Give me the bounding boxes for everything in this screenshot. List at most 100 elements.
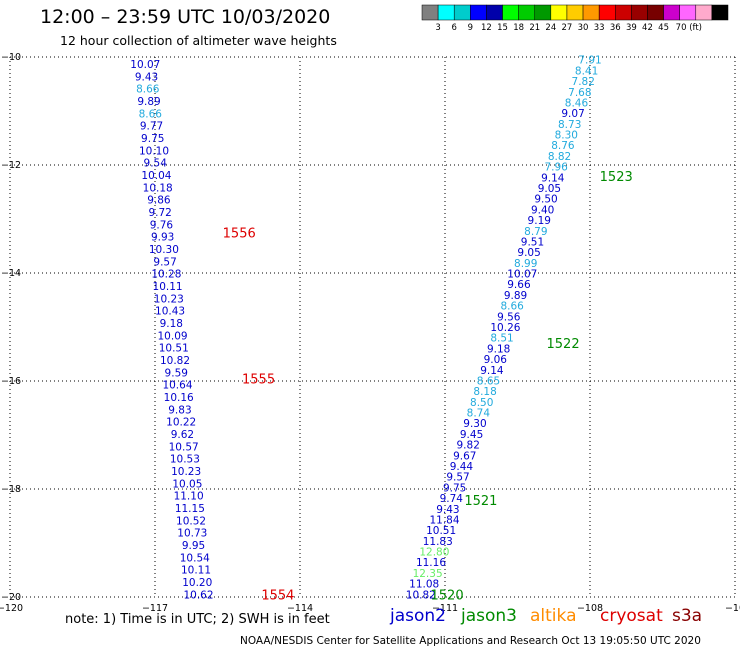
wave-height-value: 10.82: [160, 355, 190, 367]
wave-height-value: 10.22: [166, 417, 196, 429]
y-tick-label: −18: [1, 484, 21, 495]
wave-height-value: 8.74: [467, 408, 491, 420]
wave-height-value: 10.51: [426, 525, 456, 537]
x-tick-label: −108: [577, 603, 603, 614]
wave-height-value: 10.26: [490, 322, 520, 334]
colorbar-swatch: [437, 4, 455, 21]
wave-height-value: 10.10: [139, 145, 169, 157]
y-tick-label: −10: [1, 52, 21, 63]
wave-height-value: 10.23: [171, 466, 201, 478]
wave-height-value: 7.96: [544, 162, 568, 174]
y-tick-label: −20: [1, 592, 21, 603]
wave-height-value: 9.86: [147, 195, 171, 207]
colorbar-label: 3: [435, 23, 441, 33]
colorbar-label: 15: [497, 23, 508, 33]
x-tick-label: −114: [287, 603, 313, 614]
wave-height-value: 10.16: [164, 392, 194, 404]
wave-height-value: 8.73: [558, 119, 581, 131]
colorbar-swatch: [647, 4, 664, 21]
colorbar-label: 33: [593, 23, 605, 33]
wave-height-value: 10.04: [141, 170, 171, 182]
wave-height-value: 10.82: [406, 589, 436, 601]
wave-height-value: 8.50: [470, 397, 493, 409]
wave-height-value: 8.76: [551, 140, 575, 152]
colorbar-label: 6: [451, 23, 457, 33]
colorbar-label: 18: [513, 23, 525, 33]
wave-height-value: 9.56: [497, 311, 521, 323]
wave-height-value: 10.30: [149, 244, 179, 256]
colorbar-swatch: [711, 4, 729, 21]
colorbar-label: 12: [480, 23, 492, 33]
wave-height-value: 8.66: [139, 108, 163, 120]
wave-height-value: 10.51: [159, 343, 189, 355]
chart-title: 12:00 – 23:59 UTC 10/03/2020: [40, 6, 331, 28]
legend-s3a: s3a: [672, 606, 703, 626]
colorbar-swatch: [518, 4, 535, 21]
wave-height-value: 7.68: [568, 87, 591, 99]
pass-time-label: 1521: [464, 494, 497, 509]
wave-height-value: 10.57: [169, 441, 199, 453]
colorbar-swatch: [421, 4, 439, 21]
wave-height-value: 12.35: [413, 568, 443, 580]
wave-height-value: 9.06: [484, 354, 508, 366]
chart-subtitle: 12 hour collection of altimeter wave hei…: [60, 33, 337, 48]
wave-height-value: 9.19: [528, 215, 551, 227]
wave-height-value: 9.89: [137, 96, 160, 108]
wave-height-value: 9.05: [538, 183, 561, 195]
wave-height-value: 9.18: [160, 318, 183, 330]
colorbar-swatch: [679, 4, 697, 21]
wave-height-value: 10.20: [182, 577, 212, 589]
wave-height-value: 8.41: [575, 65, 598, 77]
wave-height-value: 11.10: [174, 491, 204, 503]
wave-height-value: 9.66: [507, 279, 531, 291]
wave-height-value: 9.72: [148, 207, 171, 219]
legend-cryosat: cryosat: [600, 606, 663, 626]
colorbar-label: 30: [577, 23, 589, 33]
wave-height-value: 9.14: [541, 172, 565, 184]
colorbar-label: 24: [545, 23, 557, 33]
x-tick-label: −117: [142, 603, 168, 614]
wave-height-value: 10.07: [507, 269, 537, 281]
wave-height-value: 8.99: [514, 258, 537, 270]
x-tick-label: −10: [725, 603, 740, 614]
colorbar-swatch: [631, 4, 648, 21]
y-tick-label: −16: [1, 376, 21, 387]
wave-height-value: 9.57: [153, 256, 176, 268]
wave-height-value: 9.77: [140, 121, 163, 133]
wave-height-value: 11.08: [409, 579, 439, 591]
pass-time-label: 1522: [547, 337, 580, 352]
wave-height-value: 9.05: [517, 247, 540, 259]
wave-height-value: 9.93: [151, 232, 174, 244]
footnote: note: 1) Time is in UTC; 2) SWH is in fe…: [65, 612, 330, 627]
wave-height-value: 9.44: [450, 461, 474, 473]
x-tick-label: −120: [0, 603, 23, 614]
wave-height-value: 7.82: [572, 76, 595, 88]
wave-height-value: 8.30: [555, 130, 578, 142]
wave-height-value: 10.18: [143, 182, 173, 194]
colorbar-swatch: [566, 4, 584, 21]
x-tick-label: −111: [432, 603, 458, 614]
colorbar-swatch: [695, 4, 713, 21]
wave-height-value: 9.57: [446, 472, 469, 484]
wave-height-value: 9.62: [171, 429, 194, 441]
wave-height-value: 9.89: [504, 290, 527, 302]
credit-line: NOAA/NESDIS Center for Satellite Applica…: [240, 635, 701, 647]
wave-height-value: 9.07: [561, 108, 584, 120]
pass-time-label: 1520: [431, 588, 464, 603]
wave-height-value: 9.43: [135, 71, 158, 83]
wave-height-value: 10.53: [170, 454, 200, 466]
colorbar-label: 39: [625, 23, 637, 33]
wave-height-value: 12.80: [419, 547, 449, 559]
wave-height-value: 8.66: [136, 84, 160, 96]
wave-height-value: 10.09: [158, 330, 188, 342]
wave-height-value: 9.83: [168, 404, 191, 416]
wave-height-value: 8.79: [524, 226, 547, 238]
colorbar-label: 42: [642, 23, 653, 33]
wave-height-value: 8.18: [473, 386, 496, 398]
colorbar-swatch: [470, 4, 487, 21]
wave-height-value: 9.74: [440, 493, 464, 505]
wave-height-value: 10.07: [130, 59, 160, 71]
wave-height-value: 9.14: [480, 365, 504, 377]
wave-height-value: 10.23: [154, 293, 184, 305]
